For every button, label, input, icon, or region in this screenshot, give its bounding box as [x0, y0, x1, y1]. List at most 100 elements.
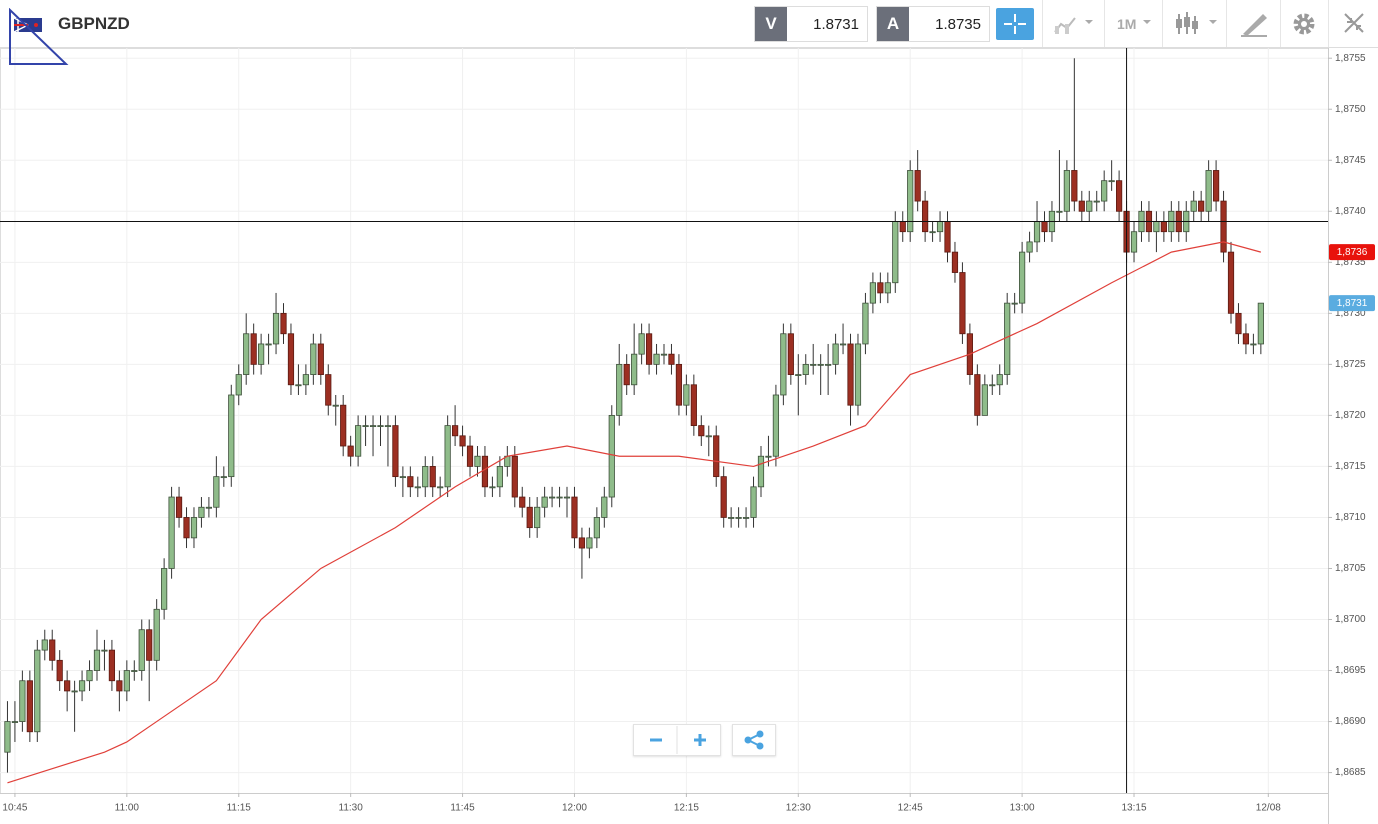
candle-body: [108, 649, 116, 682]
candle-body: [452, 425, 459, 437]
candle-body: [623, 363, 630, 386]
candle-body: [49, 639, 56, 661]
candle-body: [459, 435, 466, 447]
candle-body: [511, 455, 518, 498]
candle-body: [78, 680, 86, 692]
candle-body: [422, 466, 429, 488]
ask-box[interactable]: A 1.8735: [876, 6, 990, 42]
candle-body: [116, 680, 123, 692]
zoom-in[interactable]: [694, 734, 706, 746]
candle-body: [556, 496, 563, 499]
candle-body: [235, 374, 242, 396]
candle-body: [839, 343, 847, 346]
candle-body: [713, 435, 720, 478]
candle-body: [586, 537, 593, 549]
candle-body: [1190, 200, 1197, 212]
x-tick-label: 11:45: [450, 803, 475, 814]
candle-body: [825, 363, 832, 366]
candle-body: [519, 496, 526, 508]
y-tick-label: 1,8685: [1335, 767, 1366, 778]
candle-body: [735, 517, 742, 519]
candle-body: [466, 445, 474, 467]
candle-body: [847, 343, 854, 406]
x-tick-label: 12/08: [1256, 803, 1281, 814]
x-tick-label: 12:15: [674, 803, 699, 814]
price-label-box: [1329, 244, 1375, 261]
y-tick-label: 1,8725: [1335, 359, 1366, 370]
candle-body: [64, 680, 71, 692]
candle-body: [899, 221, 906, 233]
y-tick-label: 1,8700: [1335, 614, 1366, 625]
candle-body: [437, 486, 444, 489]
candle-body: [317, 343, 324, 375]
candle-body: [213, 476, 220, 508]
candle-body: [1205, 170, 1212, 212]
draw-tool[interactable]: [1226, 0, 1281, 47]
x-tick-label: 12:00: [562, 803, 587, 814]
settings[interactable]: [1280, 0, 1329, 47]
interval-menu[interactable]: 1M: [1104, 0, 1163, 47]
candle-body: [86, 670, 93, 682]
candle-menu[interactable]: [1162, 0, 1227, 47]
candle-body: [653, 353, 660, 365]
candle-body: [1198, 200, 1205, 212]
candle-body: [787, 333, 794, 375]
chart-type-menu[interactable]: [1042, 0, 1105, 47]
ask-letter: A: [877, 7, 909, 41]
candle-body: [190, 517, 198, 539]
candle-body: [884, 282, 891, 294]
candle-body: [1101, 180, 1108, 202]
candle-body: [347, 445, 354, 457]
candle-body: [310, 343, 317, 375]
candle-body: [198, 506, 205, 518]
candle-body: [802, 363, 809, 375]
candle-body: [429, 466, 436, 488]
candle-body: [936, 221, 944, 233]
share-button[interactable]: [732, 724, 776, 756]
y-tick-label: 1,8705: [1335, 563, 1366, 574]
y-tick-label: 1,8730: [1335, 308, 1366, 319]
candle-body: [862, 302, 869, 345]
x-tick-label: 13:00: [1010, 803, 1035, 814]
candle-body: [728, 517, 735, 519]
candle-body: [616, 363, 623, 416]
collapse[interactable]: [1328, 0, 1378, 47]
candle-body: [563, 496, 571, 499]
candle-body: [384, 425, 392, 428]
candle-body: [631, 353, 638, 386]
candle-body: [1242, 333, 1250, 345]
candle-body: [929, 231, 936, 234]
candle-body: [675, 363, 683, 406]
x-tick-label: 11:30: [339, 803, 364, 814]
candle-body: [593, 517, 600, 539]
flag-icon: [9, 8, 69, 65]
interval: 1M: [1117, 16, 1137, 32]
candle-body: [1108, 180, 1115, 183]
candle-body: [183, 517, 190, 539]
candle-body: [959, 272, 966, 335]
candle-body: [944, 221, 951, 253]
bid-box[interactable]: V 1.8731: [754, 6, 868, 42]
candle-body: [168, 496, 175, 569]
candle-body: [272, 312, 280, 345]
candle-body: [399, 476, 406, 479]
crosshair-button[interactable]: [996, 8, 1034, 40]
candle-body: [1071, 170, 1078, 202]
x-tick-label: 11:00: [115, 803, 140, 814]
candle-body: [1019, 251, 1026, 304]
candle-body: [340, 404, 347, 447]
candle-body: [123, 670, 130, 692]
bid-price: 1.8731: [813, 16, 859, 33]
candle-body: [146, 629, 153, 661]
candle-body: [407, 476, 414, 488]
candle-body: [265, 343, 272, 346]
candle-body: [757, 455, 765, 488]
candle-body: [377, 425, 384, 428]
ask-price: 1.8735: [935, 16, 981, 33]
candle-body: [295, 384, 302, 387]
candle-body: [765, 455, 772, 458]
candle-body: [34, 649, 41, 733]
candle-body: [205, 506, 212, 509]
candle-body: [534, 506, 541, 529]
